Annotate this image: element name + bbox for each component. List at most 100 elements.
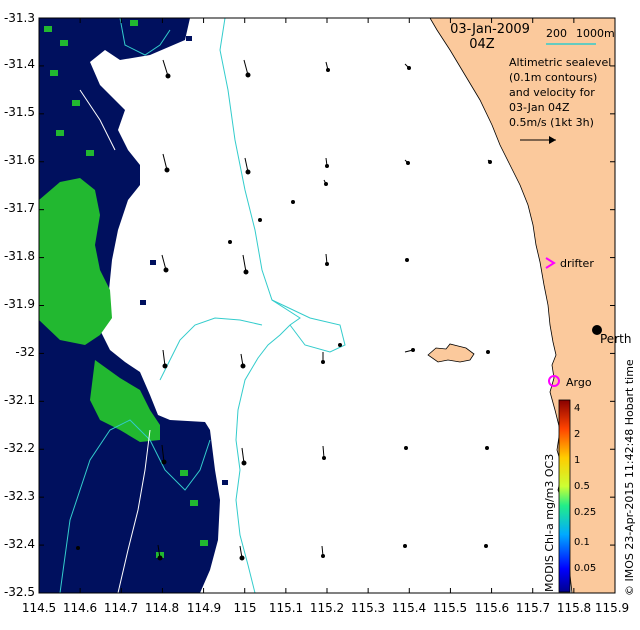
y-tick-label: -32.2 bbox=[4, 441, 35, 455]
scale-label-200: 200 bbox=[546, 27, 567, 40]
velocity-arrow bbox=[161, 254, 169, 273]
x-tick-label: 115.5 bbox=[433, 601, 467, 615]
chl-speck bbox=[60, 40, 68, 46]
velocity-arrow bbox=[325, 157, 329, 168]
velocity-arrow bbox=[404, 63, 411, 70]
x-tick-label: 114.6 bbox=[63, 601, 97, 615]
x-tick-label: 115.2 bbox=[310, 601, 344, 615]
y-tick-label: -31.7 bbox=[4, 201, 35, 215]
velocity-arrow bbox=[240, 353, 246, 369]
velocity-reference-arrow bbox=[520, 136, 556, 144]
velocity-arrow bbox=[404, 446, 408, 450]
velocity-arrow bbox=[241, 447, 247, 466]
velocity-arrow bbox=[244, 157, 251, 175]
velocity-arrow bbox=[404, 159, 410, 165]
velocity-arrow bbox=[404, 348, 415, 353]
chl-speck bbox=[72, 100, 80, 106]
legend-text-block: Altimetric sealevel (0.1m contours) and … bbox=[509, 56, 611, 129]
contour-1000m-inner bbox=[159, 317, 263, 381]
credit-text: © IMOS 23-Apr-2015 11:42:48 Hobart time bbox=[623, 359, 636, 596]
x-tick-label: 115.3 bbox=[351, 601, 385, 615]
y-tick-marks bbox=[39, 17, 615, 594]
chl-speck bbox=[200, 540, 208, 546]
velocity-arrow bbox=[403, 544, 407, 548]
shelf-line bbox=[117, 429, 151, 593]
legend-line: Altimetric sealevel bbox=[509, 56, 611, 69]
velocity-arrow bbox=[486, 350, 490, 354]
velocity-arrow bbox=[157, 544, 163, 561]
colorbar-tick: 0.5 bbox=[574, 481, 590, 492]
chl-speck bbox=[86, 150, 94, 156]
y-tick-label: -32.4 bbox=[4, 537, 35, 551]
contour-200m bbox=[119, 18, 171, 56]
y-tick-label: -31.4 bbox=[4, 57, 35, 71]
velocity-arrow bbox=[228, 240, 232, 244]
velocity-arrow bbox=[258, 218, 262, 222]
chl-speck bbox=[50, 70, 58, 76]
colorbar-gradient bbox=[558, 399, 571, 593]
y-tick-label: -32.5 bbox=[4, 585, 35, 599]
chl-speck bbox=[56, 130, 64, 136]
chlorophyll-dark-region bbox=[39, 18, 220, 593]
chl-speck bbox=[222, 480, 228, 485]
velocity-arrow bbox=[322, 445, 326, 460]
x-axis-labels: 114.5 114.6 114.7 114.8 114.9 115 115.1 … bbox=[22, 601, 629, 615]
contour-1000m-loop bbox=[271, 299, 346, 353]
velocity-arrow bbox=[239, 545, 245, 561]
y-tick-label: -31.5 bbox=[4, 105, 35, 119]
perth-marker: Perth bbox=[592, 325, 631, 346]
velocity-arrow bbox=[325, 61, 330, 72]
x-tick-label: 115.4 bbox=[392, 601, 426, 615]
velocity-arrow bbox=[161, 444, 167, 465]
velocity-arrow bbox=[162, 153, 170, 173]
chl-speck bbox=[140, 300, 146, 305]
scale-label-1000m: 1000m bbox=[576, 27, 615, 40]
velocity-arrow bbox=[325, 253, 329, 266]
chlorophyll-green-patch-north bbox=[39, 178, 112, 345]
x-tick-label: 114.7 bbox=[104, 601, 138, 615]
y-tick-label: -32 bbox=[15, 345, 35, 359]
legend-line: 03-Jan 04Z bbox=[509, 101, 570, 114]
y-tick-label: -32.1 bbox=[4, 393, 35, 407]
x-tick-label: 114.8 bbox=[145, 601, 179, 615]
colorbar-tick: 0.25 bbox=[574, 507, 596, 518]
chl-speck bbox=[190, 500, 198, 506]
velocity-arrow bbox=[243, 59, 251, 78]
drifter-label: drifter bbox=[560, 257, 594, 270]
velocity-arrow bbox=[242, 254, 249, 275]
contour-1000m bbox=[219, 18, 301, 593]
velocity-arrow bbox=[405, 258, 409, 262]
bathymetry-contours bbox=[59, 18, 346, 593]
land-rottnest-island bbox=[427, 343, 475, 363]
velocity-arrow bbox=[484, 544, 488, 548]
colorbar-label: MODIS Chl-a mg/m3 OC3 bbox=[543, 454, 556, 592]
y-tick-label: -31.9 bbox=[4, 297, 35, 311]
velocity-arrow bbox=[323, 179, 328, 186]
velocity-arrow bbox=[162, 59, 171, 79]
colorbar-tick: 1 bbox=[574, 455, 580, 466]
y-tick-label: -32.3 bbox=[4, 489, 35, 503]
x-tick-label: 115.9 bbox=[595, 601, 629, 615]
x-tick-label: 115.7 bbox=[516, 601, 550, 615]
map-date: 03-Jan-2009 bbox=[450, 22, 530, 37]
y-tick-label: -31.8 bbox=[4, 249, 35, 263]
legend-line: (0.1m contours) bbox=[509, 71, 597, 84]
drifter-marker: drifter bbox=[545, 257, 594, 270]
argo-label: Argo bbox=[566, 376, 592, 389]
x-tick-label: 115.6 bbox=[475, 601, 509, 615]
velocity-arrow bbox=[76, 546, 80, 550]
chl-speck bbox=[150, 260, 156, 265]
velocity-arrow bbox=[162, 349, 168, 369]
x-tick-label: 115 bbox=[234, 601, 257, 615]
colorbar-tick: 2 bbox=[574, 429, 580, 440]
velocity-arrow bbox=[321, 352, 325, 364]
contour-200m-south bbox=[59, 419, 211, 593]
chl-speck bbox=[186, 36, 192, 41]
colorbar-tick: 0.1 bbox=[574, 537, 590, 548]
velocity-arrow bbox=[321, 545, 325, 558]
y-axis-labels: -31.3 -31.4 -31.5 -31.6 -31.7 -31.8 -31.… bbox=[4, 11, 35, 599]
colorbar-tick: 0.05 bbox=[574, 563, 596, 574]
coast-shelf-line bbox=[79, 89, 116, 151]
x-tick-label: 115.8 bbox=[557, 601, 591, 615]
